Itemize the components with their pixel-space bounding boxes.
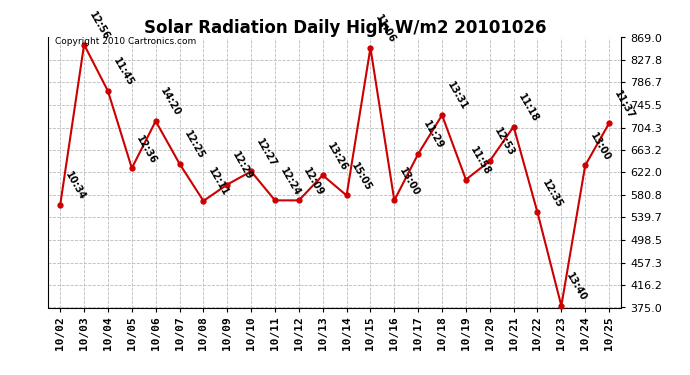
Text: 13:00: 13:00: [588, 131, 612, 163]
Text: 14:20: 14:20: [159, 87, 183, 118]
Text: 12:25: 12:25: [182, 129, 206, 161]
Text: 12:56: 12:56: [87, 10, 111, 42]
Text: 12:35: 12:35: [540, 178, 564, 210]
Text: 12:29: 12:29: [230, 150, 254, 182]
Text: 13:31: 13:31: [445, 81, 469, 112]
Text: 11:18: 11:18: [516, 92, 541, 124]
Text: Solar Radiation Daily High W/m2 20101026: Solar Radiation Daily High W/m2 20101026: [144, 19, 546, 37]
Text: 12:36: 12:36: [135, 134, 159, 165]
Text: 13:26: 13:26: [326, 141, 350, 172]
Text: 12:09: 12:09: [302, 166, 326, 198]
Text: 11:06: 11:06: [373, 13, 397, 45]
Text: 11:58: 11:58: [469, 145, 493, 177]
Text: 11:45: 11:45: [110, 57, 135, 88]
Text: 13:40: 13:40: [564, 271, 589, 303]
Text: 10:34: 10:34: [63, 170, 87, 202]
Text: 13:00: 13:00: [397, 166, 421, 198]
Text: 11:29: 11:29: [421, 119, 445, 151]
Text: 12:11: 12:11: [206, 166, 230, 198]
Text: Copyright 2010 Cartronics.com: Copyright 2010 Cartronics.com: [55, 38, 197, 46]
Text: 15:05: 15:05: [349, 161, 373, 193]
Text: 12:27: 12:27: [254, 137, 278, 169]
Text: 11:37: 11:37: [612, 88, 636, 120]
Text: 12:24: 12:24: [278, 166, 302, 198]
Text: 12:53: 12:53: [493, 126, 517, 158]
